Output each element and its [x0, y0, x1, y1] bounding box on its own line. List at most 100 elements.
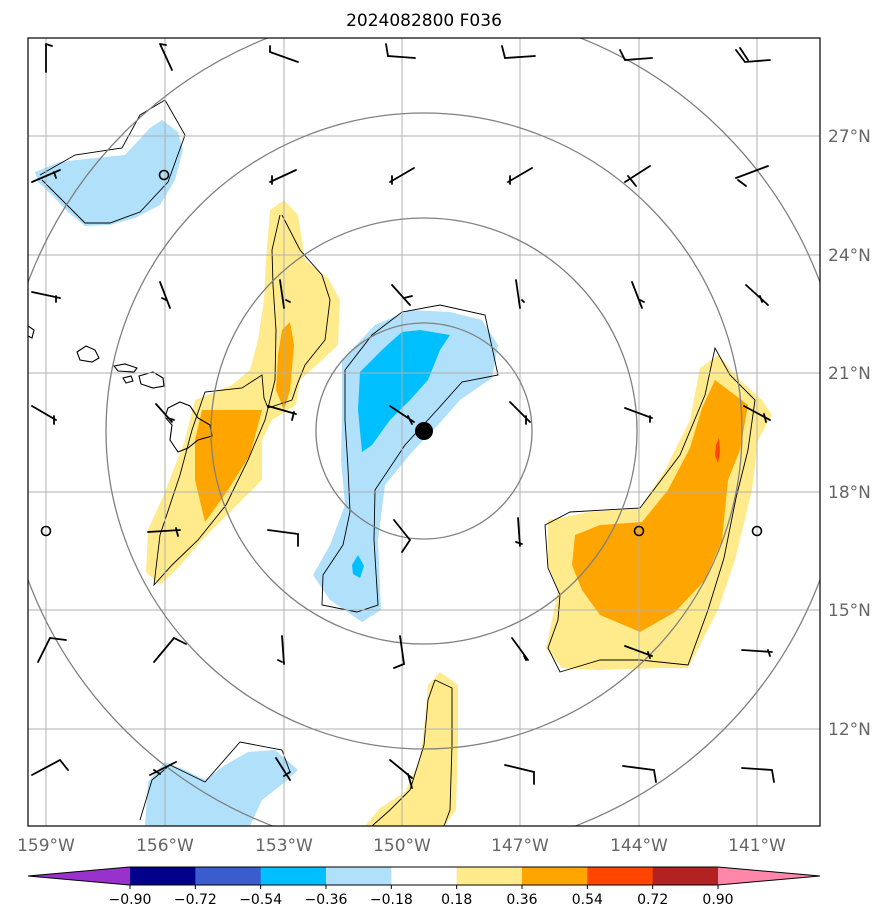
wind-barb — [393, 519, 412, 553]
wind-barb — [515, 517, 523, 547]
wind-barb — [153, 636, 187, 663]
wind-barb — [31, 405, 57, 425]
colorbar-segment — [195, 867, 262, 885]
wind-barb — [37, 637, 67, 663]
colorbar-tick-label: −0.90 — [109, 892, 152, 908]
wind-barb — [31, 291, 61, 303]
lon-tick-label: 153°W — [255, 836, 313, 856]
island-kauai — [76, 345, 100, 363]
shade-east-red — [715, 438, 720, 463]
wind-barb — [735, 47, 771, 63]
wind-barb — [275, 757, 291, 781]
wind-barb — [269, 169, 297, 185]
wind-barb — [149, 761, 177, 776]
map-frame — [27, 37, 821, 827]
lon-tick-label: 156°W — [136, 836, 194, 856]
wind-barb — [267, 405, 297, 421]
colorbar-tick-label: −0.54 — [239, 892, 282, 908]
calm-circle — [40, 525, 52, 537]
lat-tick-label: 24°N — [828, 246, 871, 266]
wind-barb — [31, 169, 61, 183]
contour-lines — [39, 99, 756, 826]
island-niihau — [28, 325, 35, 339]
gridlines — [28, 38, 820, 826]
range-ring-3 — [105, 112, 743, 750]
shade-center-mid-blue-small — [352, 555, 364, 578]
contour-south — [371, 679, 453, 826]
wind-barb — [619, 49, 653, 61]
colorbar-tick-label: −0.18 — [370, 892, 413, 908]
lat-tick-label: 12°N — [828, 720, 871, 740]
lat-tick-label: 27°N — [828, 127, 871, 147]
colorbar-tick-label: −0.36 — [305, 892, 348, 908]
wind-barb — [391, 284, 413, 306]
calm-markers — [40, 169, 763, 537]
wind-barb — [277, 635, 285, 665]
contour-east — [544, 346, 756, 673]
lon-tick-labels: 159°W 156°W 153°W 150°W 147°W 144°W 141°… — [17, 836, 786, 856]
lat-tick-label: 15°N — [828, 601, 871, 621]
colorbar-segment — [652, 867, 719, 885]
wind-barb — [147, 527, 181, 537]
lon-tick-label: 150°W — [373, 836, 431, 856]
wind-barb — [745, 284, 769, 306]
wind-barb — [389, 167, 415, 185]
map-area — [28, 38, 820, 826]
colorbar-segment — [391, 867, 458, 885]
wind-barb — [511, 637, 529, 661]
island-hawaii — [164, 401, 213, 453]
shade-west-orange-strip — [276, 322, 294, 410]
calm-circle — [158, 169, 170, 181]
colorbar-tick-label: 0.72 — [637, 892, 668, 908]
wind-barb — [515, 279, 525, 309]
colorbar: −0.90 −0.72 −0.54 −0.36 −0.18 0.18 0.36 0.54 0.7… — [27, 866, 821, 908]
wind-barb — [624, 165, 651, 187]
contour-south-blue — [139, 741, 291, 821]
colorbar-segment — [130, 867, 196, 885]
wind-barb — [501, 45, 536, 59]
wind-barb — [269, 45, 299, 63]
colorbar-segment — [587, 867, 654, 885]
colorbar-segment — [326, 867, 392, 885]
range-ring-1 — [315, 322, 533, 540]
wind-barb — [743, 405, 771, 423]
lon-tick-label: 144°W — [610, 836, 668, 856]
shade-south-yellow — [365, 672, 458, 826]
lon-tick-label: 147°W — [491, 836, 549, 856]
wind-barb — [31, 758, 69, 776]
wind-barb — [622, 765, 657, 783]
wind-barb — [741, 767, 775, 783]
shade-east-orange — [572, 380, 748, 632]
colorbar-extend-low — [28, 867, 130, 885]
lon-tick-label: 141°W — [728, 836, 786, 856]
wind-barb — [267, 529, 299, 547]
wind-barb — [389, 759, 413, 789]
wind-barb — [159, 281, 171, 309]
contour-west-band — [153, 214, 331, 587]
wind-barb — [735, 165, 769, 187]
wind-barb — [504, 764, 535, 785]
wind-barb — [385, 43, 416, 59]
colorbar-segment — [260, 867, 327, 885]
contour-nw — [39, 99, 186, 224]
wind-barb — [631, 281, 645, 309]
colorbar-tick-label: 0.54 — [572, 892, 603, 908]
wind-barb — [741, 649, 773, 657]
wind-barb — [279, 279, 291, 309]
island-molokai — [122, 375, 134, 384]
colorbar-tick-label: 0.36 — [506, 892, 537, 908]
wind-barb — [389, 405, 415, 425]
wind-barb — [507, 167, 533, 185]
calm-circle — [751, 525, 763, 537]
island-oahu — [112, 363, 138, 373]
island-maui — [138, 371, 165, 389]
storm-center-marker — [415, 422, 433, 440]
lat-tick-label: 21°N — [828, 364, 871, 384]
calm-circle — [633, 525, 645, 537]
contour-center — [321, 304, 499, 613]
map-title: 2024082800 F036 — [346, 11, 502, 31]
range-ring-2 — [210, 217, 638, 645]
range-rings — [28, 38, 820, 826]
shade-west-yellow — [146, 200, 340, 585]
